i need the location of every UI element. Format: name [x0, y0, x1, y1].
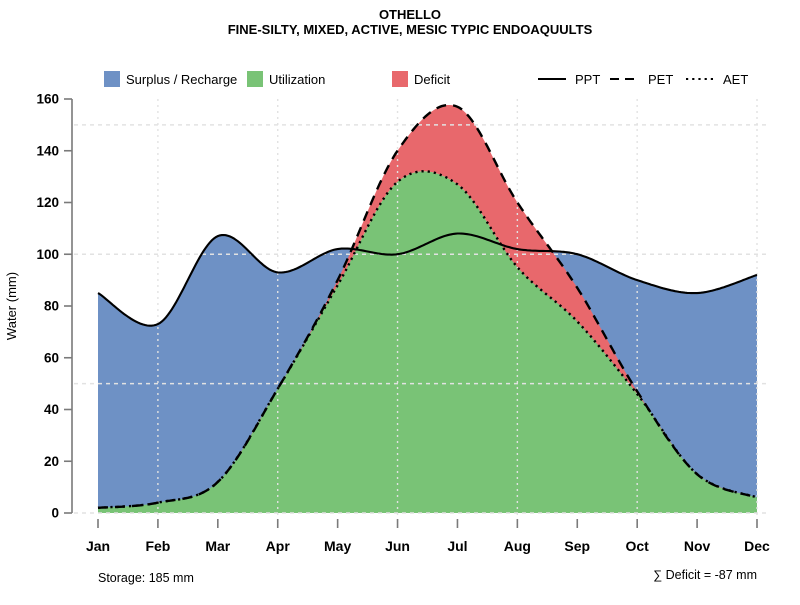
y-tick-label: 140 — [36, 143, 59, 158]
y-tick-label: 60 — [44, 350, 59, 365]
y-tick-label: 120 — [36, 195, 59, 210]
deficit-swatch — [392, 71, 408, 87]
x-tick-label: May — [324, 538, 351, 554]
pet-curve — [97, 103, 758, 509]
y-tick-label: 0 — [51, 506, 59, 521]
chart-subtitle: FINE-SILTY, MIXED, ACTIVE, MESIC TYPIC E… — [228, 22, 593, 37]
x-tick-label: Jan — [86, 538, 110, 554]
gridlines — [74, 99, 770, 516]
legend: Surplus / Recharge Utilization Deficit P… — [104, 71, 748, 87]
x-tick-label: Sep — [564, 538, 590, 554]
x-tick-label: Apr — [266, 538, 291, 554]
deficit-sum-annotation: ∑ Deficit = -87 mm — [653, 568, 757, 582]
ppt-legend-label: PPT — [575, 72, 600, 87]
x-tick-label: Nov — [684, 538, 711, 554]
x-tick-label: Feb — [145, 538, 170, 554]
utilization-swatch — [247, 71, 263, 87]
y-tick-label: 20 — [44, 454, 59, 469]
x-tick-label: Oct — [626, 538, 650, 554]
storage-annotation: Storage: 185 mm — [98, 571, 194, 585]
pet-legend-label: PET — [648, 72, 673, 87]
y-tick-label: 100 — [36, 247, 59, 262]
y-axis-title: Water (mm) — [4, 272, 19, 340]
deficit-legend-label: Deficit — [414, 72, 451, 87]
axes: 0 20 40 60 80 100 120 140 160 Jan Feb Mar Apr May Jun J… — [36, 92, 770, 555]
x-tick-label: Aug — [504, 538, 531, 554]
y-tick-label: 40 — [44, 402, 59, 417]
surplus-legend-label: Surplus / Recharge — [126, 72, 237, 87]
y-tick-label: 160 — [36, 92, 59, 107]
aet-curve — [97, 170, 758, 509]
x-tick-label: Dec — [744, 538, 770, 554]
x-tick-label: Jun — [385, 538, 410, 554]
surplus-swatch — [104, 71, 120, 87]
ppt-curve — [97, 232, 758, 327]
x-tick-label: Mar — [205, 538, 230, 554]
y-tick-label: 80 — [44, 299, 59, 314]
utilization-area — [98, 171, 757, 514]
utilization-legend-label: Utilization — [269, 72, 325, 87]
plot-curves — [97, 103, 758, 509]
plot-areas — [98, 105, 757, 514]
chart-title: OTHELLO — [379, 7, 441, 22]
x-tick-label: Jul — [447, 538, 467, 554]
aet-legend-label: AET — [723, 72, 748, 87]
